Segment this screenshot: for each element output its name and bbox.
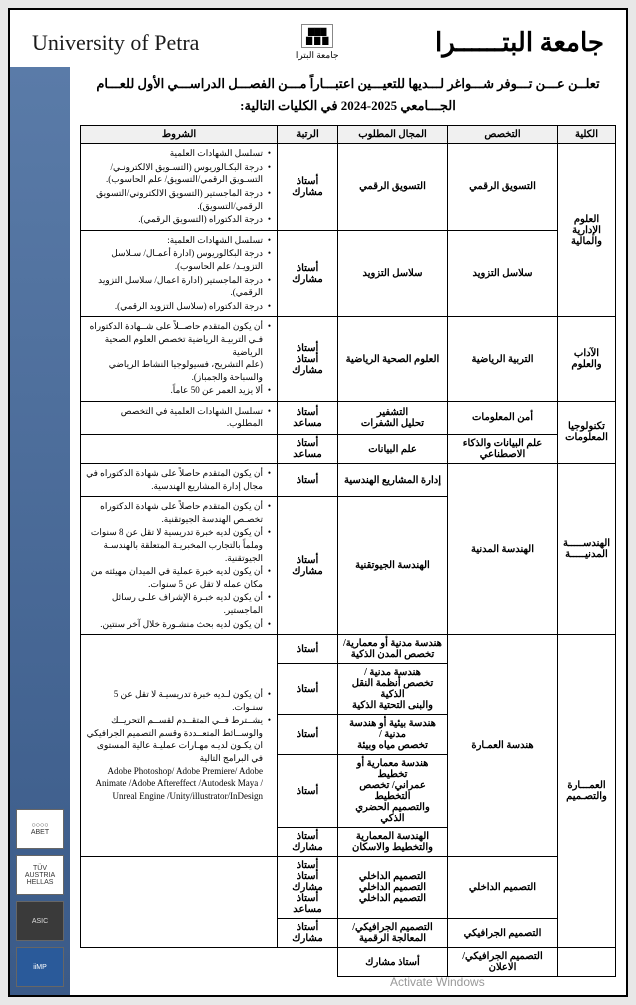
field-cell: التصميم الداخليالتصميم الداخليالتصميم ال… bbox=[338, 857, 448, 919]
field-cell: إدارة المشاريع الهندسية bbox=[338, 464, 448, 497]
conditions-cell: تسلسل الشهادات العلمية في التخصص المطلوب… bbox=[81, 401, 278, 434]
table-row: التصميم الداخليالتصميم الداخليالتصميم ال… bbox=[81, 857, 616, 919]
table-row: الهندســـــة المدنيـــــةالهندسة المدنية… bbox=[81, 464, 616, 497]
rank-cell: أستاذ مساعد bbox=[278, 401, 338, 434]
col-faculty: الكلية bbox=[558, 126, 616, 144]
spec-cell: أمن المعلومات bbox=[448, 401, 558, 434]
field-cell: هندسة معمارية أو تخطيطعمراني/ تخصص التخط… bbox=[338, 755, 448, 828]
rank-cell: أستاذ مشارك bbox=[278, 497, 338, 635]
accreditation-badge: TÜVAUSTRIAHELLAS bbox=[16, 855, 64, 895]
field-cell: هندسة بيئية أو هندسة مدنية /تخصص مياه وب… bbox=[338, 715, 448, 755]
table-row: سلاسل التزويدسلاسل التزويدأستاذ مشاركتسل… bbox=[81, 230, 616, 317]
col-rank: الرتبة bbox=[278, 126, 338, 144]
spec-cell: الهندسة المدنية bbox=[448, 464, 558, 635]
spec-cell: سلاسل التزويد bbox=[448, 230, 558, 317]
table-row: التصميم الجرافيكي/الاعلانأستاذ مشارك bbox=[81, 948, 616, 977]
conditions-cell: أن يكون لـديه خبرة تدريسيـة لا تقل عن 5 … bbox=[81, 635, 278, 857]
rank-cell: أستاذ مشارك bbox=[278, 144, 338, 231]
faculty-cell: تكنولوجيا المعلومات bbox=[558, 401, 616, 463]
spec-cell: التصميم الداخلي bbox=[448, 857, 558, 919]
watermark: Activate Windows bbox=[390, 975, 485, 989]
field-cell: التصميم الجرافيكي/المعالجة الرقمية bbox=[338, 919, 448, 948]
conditions-cell bbox=[81, 435, 278, 464]
field-cell: سلاسل التزويد bbox=[338, 230, 448, 317]
rank-cell: أستاذ مشارك bbox=[278, 919, 338, 948]
rank-cell: أستاذ bbox=[278, 715, 338, 755]
col-conditions: الشروط bbox=[81, 126, 278, 144]
field-cell: الهندسة الجيوتقنية bbox=[338, 497, 448, 635]
faculty-cell: الآداب والعلوم bbox=[558, 317, 616, 402]
rank-cell: أستاذ مشارك bbox=[338, 948, 448, 977]
announcement-text: تعلــن عـــن تـــوفر شـــواغر لـــديها ل… bbox=[80, 73, 616, 117]
spec-cell: التصميم الجرافيكي bbox=[448, 919, 558, 948]
table-row: الآداب والعلومالتربية الرياضيةالعلوم الص… bbox=[81, 317, 616, 402]
faculty-cell: العمـــارة والتصـميم bbox=[558, 635, 616, 948]
vacancies-table: الكلية التخصص المجال المطلوب الرتبة الشر… bbox=[80, 125, 616, 977]
logo-icon: ▇▇▇▇ ▇ ▇ bbox=[301, 24, 333, 48]
conditions-cell: تسلسل الشهادات العلمية:درجة البكالوريوس … bbox=[81, 230, 278, 317]
table-row: علم البيانات والذكاء الاصطناعيعلم البيان… bbox=[81, 435, 616, 464]
faculty-cell: الهندســـــة المدنيـــــة bbox=[558, 464, 616, 635]
accreditation-badge: ASIC bbox=[16, 901, 64, 941]
spec-cell bbox=[558, 948, 616, 977]
field-cell: التصميم الجرافيكي/الاعلان bbox=[448, 948, 558, 977]
table-row: العمـــارة والتصـميمهندسة العمـارةهندسة … bbox=[81, 635, 616, 664]
table-body: العلوم الإدارية والماليةالتسويق الرقميال… bbox=[81, 144, 616, 977]
col-spec: التخصص bbox=[448, 126, 558, 144]
rank-cell: أستاذ bbox=[278, 664, 338, 715]
table-row: تكنولوجيا المعلوماتأمن المعلوماتالتشفيرت… bbox=[81, 401, 616, 434]
field-cell: التسويق الرقمي bbox=[338, 144, 448, 231]
conditions-cell: أن يكون المتقدم حاصلاً على شهادة الدكتور… bbox=[81, 464, 278, 497]
body: ○○○○ABET TÜVAUSTRIAHELLAS ASIC iiMP تعلــن … bbox=[10, 67, 626, 995]
table-header-row: الكلية التخصص المجال المطلوب الرتبة الشر… bbox=[81, 126, 616, 144]
accreditation-badge: iiMP bbox=[16, 947, 64, 987]
rank-cell: أستاذ bbox=[278, 755, 338, 828]
rank-cell: أستاذ مشارك bbox=[278, 230, 338, 317]
col-field: المجال المطلوب bbox=[338, 126, 448, 144]
spec-cell: التربية الرياضية bbox=[448, 317, 558, 402]
university-name-ar: جامعة البتــــــرا bbox=[435, 28, 604, 58]
field-cell: علم البيانات bbox=[338, 435, 448, 464]
spec-cell: التسويق الرقمي bbox=[448, 144, 558, 231]
document-page: University of Petra ▇▇▇▇ ▇ ▇ جامعة البتر… bbox=[8, 8, 628, 997]
rank-cell: أستاذ bbox=[278, 464, 338, 497]
field-cell: هندسة مدنية /تخصص أنظمة النقل الذكيةوالب… bbox=[338, 664, 448, 715]
field-cell: الهندسة المعماريةوالتخطيط والاسكان bbox=[338, 828, 448, 857]
conditions-cell: أن يكون المتقدم حاصلاً على شهادة الدكتور… bbox=[81, 497, 278, 635]
field-cell: هندسة مدنية أو معمارية/تخصص المدن الذكية bbox=[338, 635, 448, 664]
conditions-cell: أن يكون المتقدم حاصــلاً على شــهادة الد… bbox=[81, 317, 278, 402]
header: University of Petra ▇▇▇▇ ▇ ▇ جامعة البتر… bbox=[10, 10, 626, 67]
rank-cell: أستاذ مساعد bbox=[278, 435, 338, 464]
accreditation-badge: ○○○○ABET bbox=[16, 809, 64, 849]
rank-cell: أستاذ مشارك bbox=[278, 828, 338, 857]
faculty-cell: العلوم الإدارية والمالية bbox=[558, 144, 616, 317]
spec-cell: هندسة العمـارة bbox=[448, 635, 558, 857]
content: تعلــن عـــن تـــوفر شـــواغر لـــديها ل… bbox=[70, 67, 626, 995]
rank-cell: أستاذأستاذ مشاركأستاذ مساعد bbox=[278, 857, 338, 919]
rank-cell: أستاذ bbox=[278, 635, 338, 664]
table-row: العلوم الإدارية والماليةالتسويق الرقميال… bbox=[81, 144, 616, 231]
conditions-cell bbox=[81, 857, 278, 948]
field-cell: العلوم الصحية الرياضية bbox=[338, 317, 448, 402]
conditions-cell: تسلسل الشهادات العلميةدرجة البكـالوريوس … bbox=[81, 144, 278, 231]
sidebar-accreditation: ○○○○ABET TÜVAUSTRIAHELLAS ASIC iiMP bbox=[10, 67, 70, 995]
rank-cell: أستاذأستاذ مشارك bbox=[278, 317, 338, 402]
logo-caption: جامعة البترا bbox=[296, 50, 339, 61]
field-cell: التشفيرتحليل الشفرات bbox=[338, 401, 448, 434]
spec-cell: علم البيانات والذكاء الاصطناعي bbox=[448, 435, 558, 464]
logo: ▇▇▇▇ ▇ ▇ جامعة البترا bbox=[296, 24, 339, 61]
university-name-en: University of Petra bbox=[32, 30, 199, 56]
